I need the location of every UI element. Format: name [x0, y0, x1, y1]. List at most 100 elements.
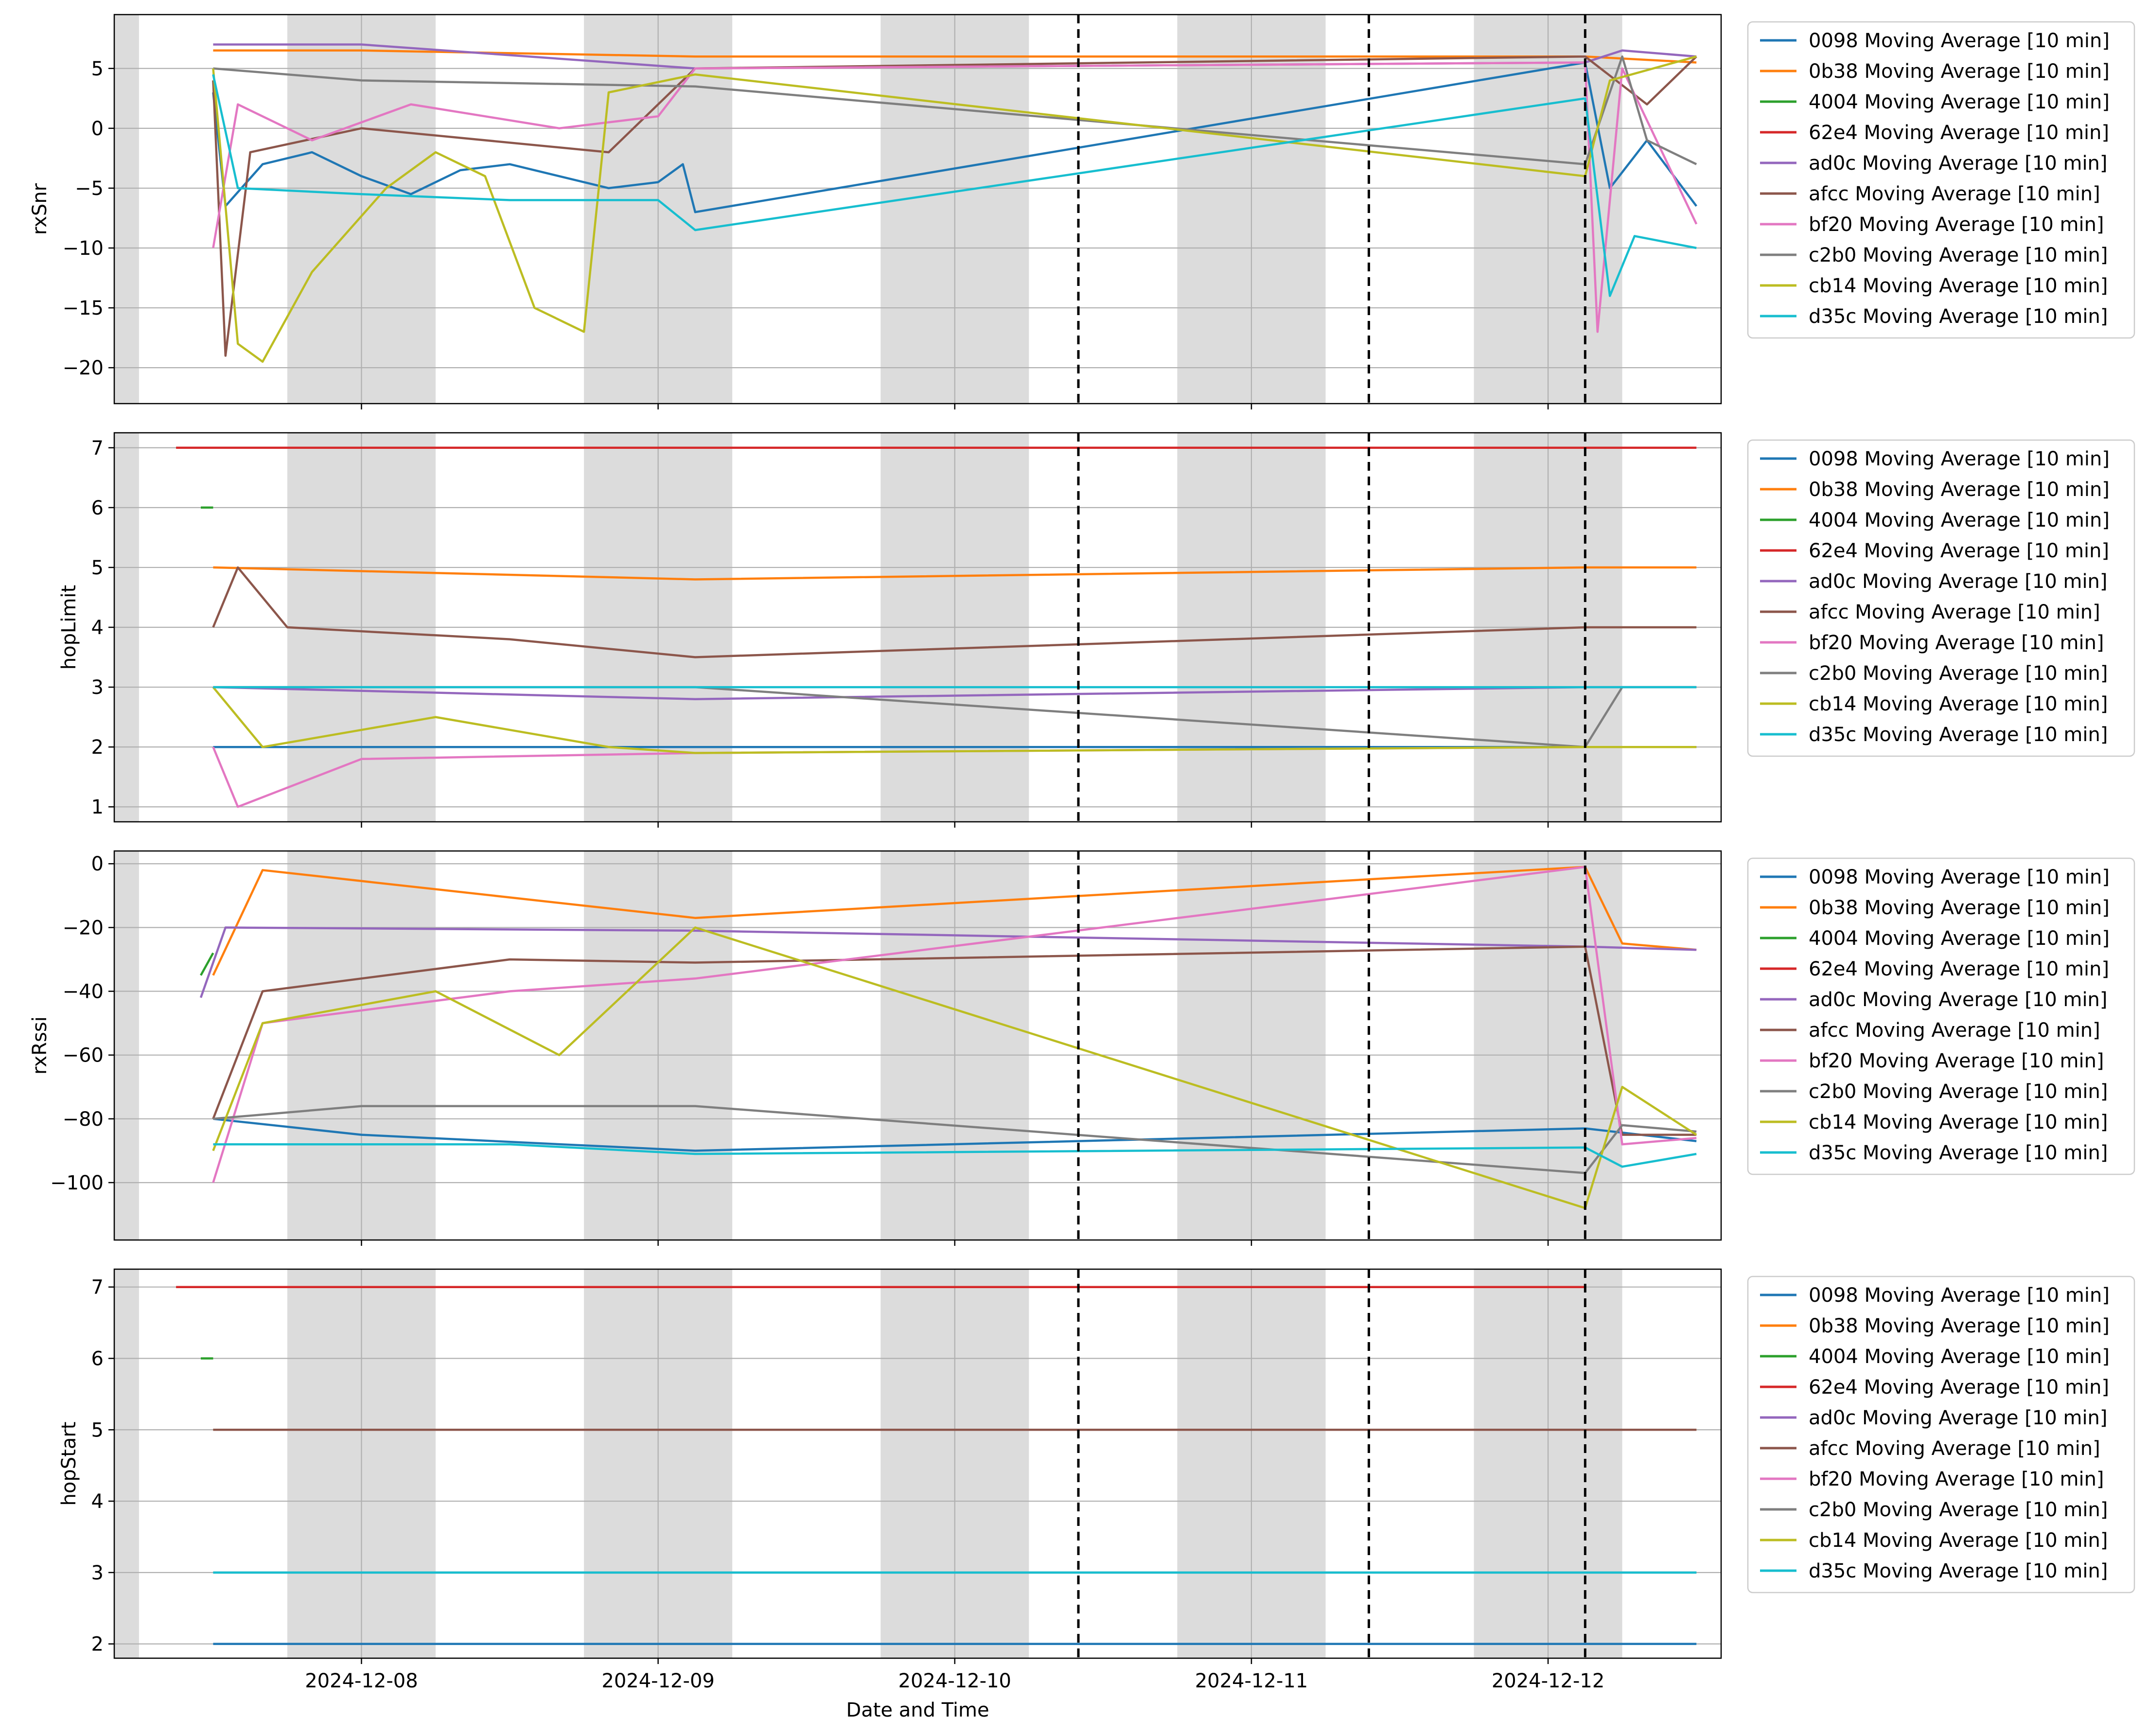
- legend-box: [1747, 439, 2135, 757]
- legend-label: d35c Moving Average [10 min]: [1809, 1560, 2108, 1582]
- panel-rxSnr: 5 0 −5 −10 −15 −20 rxSnr 0098 Moving Average [1…: [29, 14, 2135, 409]
- y-tick-label: −20: [63, 357, 104, 379]
- legend-label: 62e4 Moving Average [10 min]: [1809, 540, 2109, 562]
- y-tick-label: −20: [63, 917, 104, 939]
- legend-label: bf20 Moving Average [10 min]: [1809, 632, 2104, 654]
- plot-area: [114, 15, 1721, 404]
- plot-area: [114, 851, 1721, 1240]
- series-line-0098: [212, 61, 1697, 213]
- x-tick-label: 2024-12-10: [898, 1670, 1011, 1692]
- y-tick-label: 7: [91, 1276, 104, 1299]
- legend-label: 0098 Moving Average [10 min]: [1809, 866, 2110, 888]
- legend-label: 4004 Moving Average [10 min]: [1809, 927, 2110, 950]
- panel-hopStart: 7 6 5 4 3 2 2024-12-08 2024-12-09 2024-12-10 2024…: [58, 1268, 2135, 1721]
- legend-label: 62e4 Moving Average [10 min]: [1809, 122, 2109, 144]
- y-tick-label: 4: [91, 617, 104, 639]
- series-line-cb14: [212, 55, 1697, 363]
- legend-label: ad0c Moving Average [10 min]: [1809, 152, 2108, 175]
- legend-label: c2b0 Moving Average [10 min]: [1809, 662, 2108, 685]
- y-tick-label: 5: [91, 557, 104, 579]
- legend-label: ad0c Moving Average [10 min]: [1809, 989, 2108, 1011]
- legend-label: bf20 Moving Average [10 min]: [1809, 1468, 2104, 1490]
- legend-label: afcc Moving Average [10 min]: [1809, 1437, 2100, 1460]
- legend-label: c2b0 Moving Average [10 min]: [1809, 244, 2108, 266]
- panel-hopLimit: 7 6 5 4 3 2 1 hopLimit 0098 Moving Average [10 m…: [58, 432, 2135, 828]
- legend-label: 0098 Moving Average [10 min]: [1809, 448, 2110, 470]
- y-tick-label: 1: [91, 796, 104, 818]
- legend-label: c2b0 Moving Average [10 min]: [1809, 1499, 2108, 1521]
- y-tick-label: −40: [63, 981, 104, 1003]
- legend-label: 0b38 Moving Average [10 min]: [1809, 478, 2110, 501]
- axes-frame: [113, 14, 1722, 405]
- series-line-c2b0: [213, 1105, 1697, 1174]
- y-tick-label: 5: [91, 58, 104, 80]
- legend: 0098 Moving Average [10 min] 0b38 Moving …: [1747, 857, 2135, 1175]
- legend-label: 62e4 Moving Average [10 min]: [1809, 1376, 2109, 1399]
- series-line-bf20: [212, 61, 1698, 333]
- y-tick-label: 3: [91, 676, 104, 699]
- series-line-0b38: [213, 566, 1697, 581]
- series-line-0b38: [212, 866, 1697, 976]
- legend-label: cb14 Moving Average [10 min]: [1809, 1529, 2108, 1552]
- panel-rxRssi: 0 −20 −40 −60 −80 −100 rxRssi 0098 Moving Avera…: [29, 850, 2135, 1246]
- legend-label: 4004 Moving Average [10 min]: [1809, 1346, 2110, 1368]
- legend-label: c2b0 Moving Average [10 min]: [1809, 1081, 2108, 1103]
- legend-label: 0098 Moving Average [10 min]: [1809, 1284, 2110, 1307]
- y-tick-label: 3: [91, 1562, 104, 1584]
- y-axis-label: rxSnr: [29, 183, 51, 235]
- x-tick-label: 2024-12-12: [1492, 1670, 1604, 1692]
- legend-label: d35c Moving Average [10 min]: [1809, 724, 2108, 746]
- legend-label: d35c Moving Average [10 min]: [1809, 1142, 2108, 1164]
- legend: 0098 Moving Average [10 min] 0b38 Moving …: [1747, 1275, 2135, 1594]
- legend-label: bf20 Moving Average [10 min]: [1809, 213, 2104, 236]
- y-tick-label: 7: [91, 437, 104, 460]
- legend-box: [1747, 21, 2135, 339]
- series-line-4004: [200, 952, 214, 976]
- legend-label: cb14 Moving Average [10 min]: [1809, 693, 2108, 715]
- y-tick-label: 2: [91, 1633, 104, 1656]
- legend-label: afcc Moving Average [10 min]: [1809, 601, 2100, 623]
- y-axis-label: hopLimit: [58, 585, 80, 670]
- legend: 0098 Moving Average [10 min] 0b38 Moving …: [1747, 439, 2135, 757]
- y-tick-label: 5: [91, 1419, 104, 1441]
- y-tick-label: −80: [63, 1108, 104, 1131]
- legend-box: [1747, 857, 2135, 1175]
- series-line-d35c: [212, 74, 1697, 297]
- y-tick-label: −60: [63, 1045, 104, 1067]
- night-band: [114, 1269, 139, 1658]
- legend-label: 4004 Moving Average [10 min]: [1809, 509, 2110, 531]
- y-axis-label: hopStart: [58, 1422, 80, 1506]
- legend-label: ad0c Moving Average [10 min]: [1809, 1407, 2108, 1429]
- y-tick-label: −5: [75, 177, 104, 200]
- legend-label: 0b38 Moving Average [10 min]: [1809, 897, 2110, 919]
- x-axis-label: Date and Time: [846, 1699, 989, 1721]
- series-line-cb14: [212, 926, 1697, 1209]
- legend-label: 4004 Moving Average [10 min]: [1809, 91, 2110, 113]
- legend-label: 0b38 Moving Average [10 min]: [1809, 1315, 2110, 1337]
- y-tick-label: 4: [91, 1490, 104, 1513]
- series-line-d35c: [213, 1143, 1697, 1168]
- legend-label: d35c Moving Average [10 min]: [1809, 305, 2108, 328]
- y-tick-label: −100: [50, 1172, 104, 1194]
- y-tick-label: 2: [91, 736, 104, 759]
- legend-label: afcc Moving Average [10 min]: [1809, 183, 2100, 205]
- legend-label: bf20 Moving Average [10 min]: [1809, 1050, 2104, 1072]
- series-line-afcc: [212, 945, 1697, 1136]
- plot-area: [114, 433, 1721, 822]
- night-band: [114, 15, 139, 404]
- plot-area: [114, 1269, 1721, 1658]
- legend-label: cb14 Moving Average [10 min]: [1809, 1111, 2108, 1134]
- legend-box: [1747, 1275, 2135, 1594]
- legend-label: afcc Moving Average [10 min]: [1809, 1019, 2100, 1042]
- legend: 0098 Moving Average [10 min] 0b38 Moving …: [1747, 21, 2135, 339]
- legend-label: cb14 Moving Average [10 min]: [1809, 275, 2108, 297]
- y-axis-label: rxRssi: [29, 1016, 51, 1075]
- legend-label: 62e4 Moving Average [10 min]: [1809, 958, 2109, 980]
- y-tick-label: 6: [91, 1347, 104, 1370]
- x-tick-label: 2024-12-08: [305, 1670, 418, 1692]
- x-tick-label: 2024-12-11: [1195, 1670, 1308, 1692]
- axes-frame: [113, 850, 1722, 1241]
- x-tick-label: 2024-12-09: [601, 1670, 714, 1692]
- legend-label: 0098 Moving Average [10 min]: [1809, 30, 2110, 52]
